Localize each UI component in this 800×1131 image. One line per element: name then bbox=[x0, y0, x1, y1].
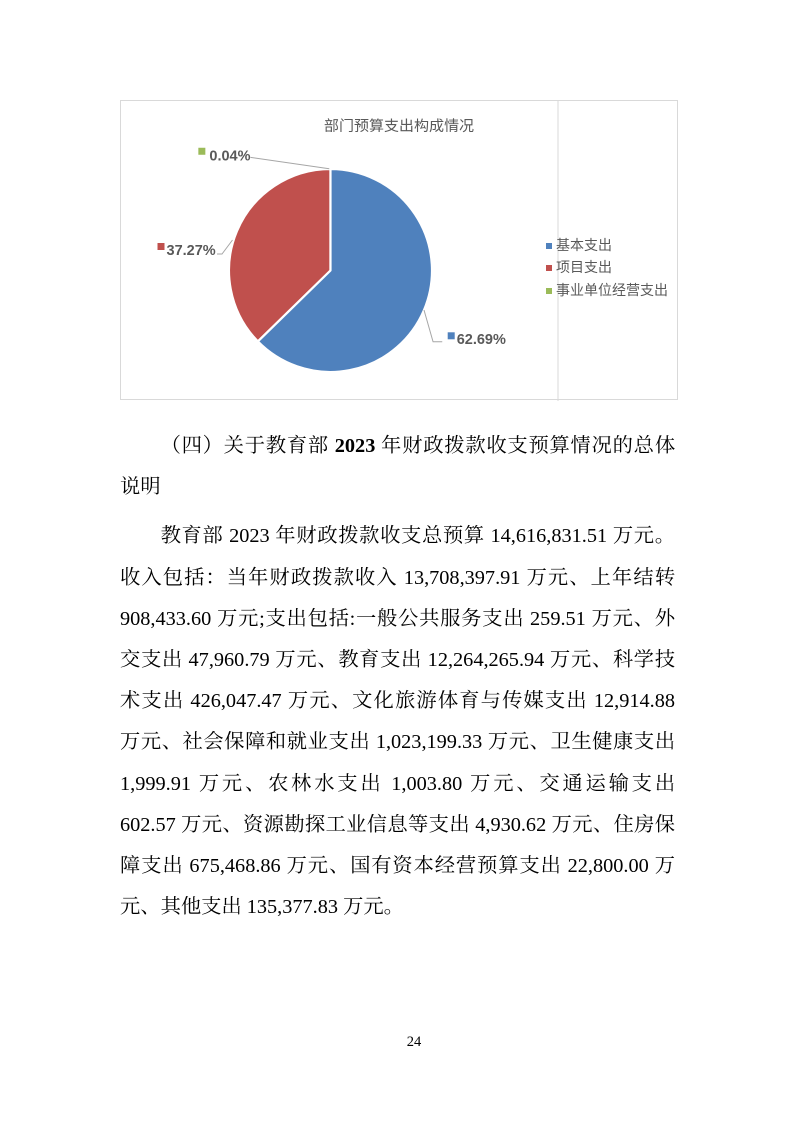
svg-text:项目支出: 项目支出 bbox=[556, 259, 612, 275]
svg-text:事业单位经营支出: 事业单位经营支出 bbox=[556, 282, 668, 298]
svg-text:37.27%: 37.27% bbox=[167, 243, 216, 259]
svg-text:0.04%: 0.04% bbox=[209, 149, 250, 165]
svg-text:62.69%: 62.69% bbox=[457, 332, 506, 348]
svg-text:基本支出: 基本支出 bbox=[556, 237, 612, 253]
